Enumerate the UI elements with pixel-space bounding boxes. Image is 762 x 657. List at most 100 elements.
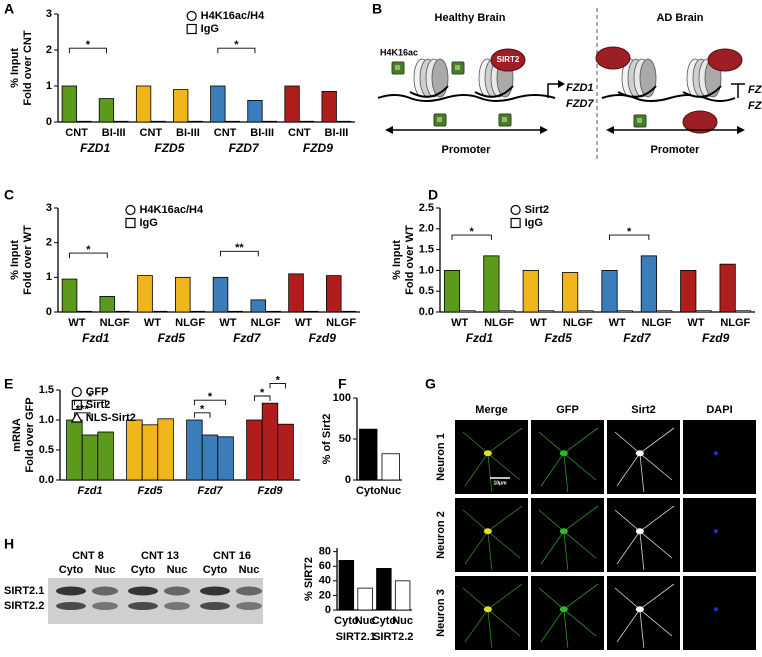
- panel-letter: D: [428, 187, 438, 203]
- x-tick-label: NLGF: [251, 317, 281, 329]
- dendrite: [614, 505, 675, 571]
- bar: [126, 419, 143, 481]
- band: [56, 602, 86, 610]
- bar: [137, 275, 153, 313]
- sirt2-protein: [707, 48, 743, 72]
- significance-bracket: [609, 234, 650, 241]
- bar: [247, 100, 263, 123]
- band: [92, 602, 118, 610]
- nucleus: [713, 451, 718, 456]
- fraction-label: Nuc: [95, 564, 116, 576]
- band: [56, 586, 86, 596]
- soma: [559, 450, 568, 457]
- image-panel: [455, 420, 528, 494]
- significance-bracket: [217, 47, 256, 54]
- x-tick-label: BI-III: [176, 127, 200, 139]
- legend-marker: [510, 217, 521, 229]
- significance-label: *: [260, 387, 265, 399]
- dna-wrap: [617, 85, 657, 98]
- dendrite: [538, 583, 599, 649]
- y-tick-label: 1: [46, 80, 52, 92]
- panel-letter: B: [372, 1, 382, 17]
- bar: [562, 272, 579, 313]
- x-tick-label: NLGF: [720, 317, 750, 329]
- bar: [357, 587, 373, 611]
- significance-bracket: [269, 382, 287, 389]
- x-tick-label: BI-III: [102, 127, 126, 139]
- y-tick-label: 80: [319, 546, 331, 558]
- y-axis-label: Fold over CNT: [22, 30, 34, 105]
- x-tick-label: WT: [609, 317, 626, 329]
- scale-bar-label: 10μm: [493, 480, 507, 486]
- group-label: SIRT2.2: [373, 631, 413, 643]
- x-tick-label: BI-III: [250, 127, 274, 139]
- band: [236, 602, 262, 610]
- y-tick-label: 50: [339, 433, 351, 445]
- bar: [381, 453, 400, 481]
- x-tick-label: WT: [219, 317, 236, 329]
- sirt2-protein: [490, 48, 526, 72]
- x-tick-label: CNT: [288, 127, 311, 139]
- gene-label: FZD7: [748, 100, 762, 112]
- sample-label: CNT 8: [72, 550, 104, 562]
- group-label: FZD1: [80, 141, 110, 155]
- x-tick-label: NLGF: [326, 317, 356, 329]
- significance-bracket: [69, 252, 108, 259]
- x-tick-label: Nuc: [392, 615, 413, 627]
- x-tick-label: Nuc: [355, 615, 376, 627]
- column-label: Sirt2: [631, 404, 655, 416]
- y-axis-label: mRNA: [11, 418, 23, 452]
- bar: [277, 423, 294, 481]
- bar: [680, 269, 697, 313]
- x-tick-label: WT: [530, 317, 547, 329]
- x-tick-label: Cyto: [356, 485, 381, 497]
- bar: [498, 310, 515, 313]
- x-tick-label: WT: [68, 317, 85, 329]
- x-tick-label: Cyto: [334, 615, 359, 627]
- bar: [656, 310, 673, 313]
- bar: [212, 276, 229, 313]
- bar: [443, 269, 461, 313]
- x-tick-label: WT: [687, 317, 704, 329]
- legend-label: H4K16ac/H4: [139, 204, 203, 216]
- dendrite: [462, 427, 523, 493]
- legend-label: GFP: [86, 386, 109, 398]
- dendrite: [462, 583, 523, 649]
- significance-label: *: [200, 404, 205, 416]
- bar: [246, 419, 263, 481]
- y-tick-label: 100: [333, 392, 351, 404]
- group-label: FZD9: [303, 141, 333, 155]
- soma: [483, 450, 492, 457]
- dna-wrap: [682, 85, 722, 98]
- significance-bracket: [220, 250, 259, 257]
- panel-letter: H: [4, 536, 14, 552]
- row-label: Neuron 1: [435, 433, 447, 481]
- row-label: Neuron 2: [435, 511, 447, 559]
- significance-bracket: [73, 399, 107, 406]
- legend-label: Sirt2: [525, 204, 549, 216]
- y-tick-label: 1.5: [39, 384, 54, 396]
- group-label: Fzd1: [466, 331, 494, 345]
- acetyl-mark-shine: [637, 118, 642, 123]
- group-label: Fzd9: [702, 331, 730, 345]
- arrow-head: [558, 80, 565, 88]
- bar: [76, 120, 92, 123]
- y-tick-label: 0: [46, 116, 52, 128]
- y-tick-label: 0.0: [39, 474, 54, 486]
- panel-letter: C: [4, 187, 14, 203]
- significance-label: *: [88, 391, 93, 403]
- soma: [635, 528, 644, 535]
- bar: [321, 91, 337, 123]
- bar: [376, 568, 392, 611]
- bar: [522, 269, 539, 313]
- dendrite: [614, 583, 675, 649]
- y-tick-label: 1.0: [419, 264, 434, 276]
- gene-block: [731, 83, 745, 98]
- sirt2-protein: [595, 46, 631, 70]
- acetyl-mark-shine: [502, 117, 507, 122]
- bar: [250, 299, 267, 313]
- column-label: DAPI: [706, 404, 732, 416]
- bar: [394, 580, 411, 611]
- group-label: SIRT2.1: [336, 631, 376, 643]
- x-tick-label: NLGF: [175, 317, 205, 329]
